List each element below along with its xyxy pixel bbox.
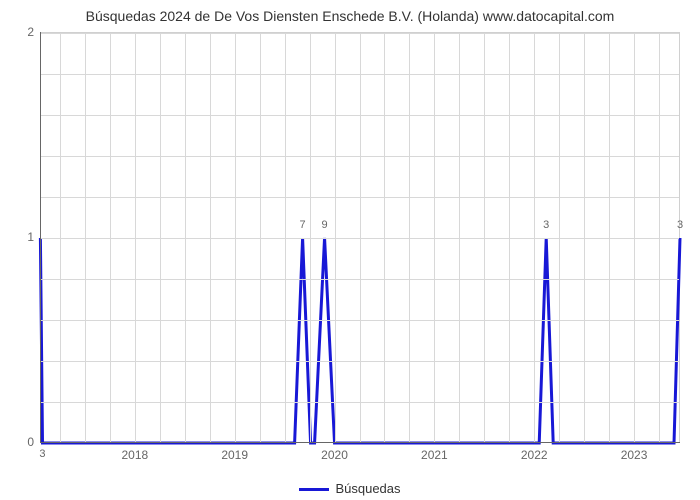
legend: Búsquedas (0, 481, 700, 496)
gridline-v (310, 33, 311, 442)
gridline-v (285, 33, 286, 442)
gridline-v (85, 33, 86, 442)
x-tick-label: 2018 (121, 448, 148, 462)
gridline-v (584, 33, 585, 442)
x-tick-label: 2023 (621, 448, 648, 462)
y-axis (40, 32, 41, 442)
gridline-v (335, 33, 336, 442)
point-label: 9 (321, 219, 327, 231)
gridline-v (235, 33, 236, 442)
x-tick-label: 2019 (221, 448, 248, 462)
gridline-v (509, 33, 510, 442)
gridline-v (210, 33, 211, 442)
gridline-v (459, 33, 460, 442)
gridline-v (634, 33, 635, 442)
point-label: 3 (39, 448, 45, 460)
x-axis (40, 442, 680, 443)
gridline-v (110, 33, 111, 442)
gridline-v (135, 33, 136, 442)
chart-container: Búsquedas 2024 de De Vos Diensten Ensche… (0, 0, 700, 500)
gridline-v (609, 33, 610, 442)
gridline-v (384, 33, 385, 442)
legend-swatch (299, 488, 329, 491)
chart-title: Búsquedas 2024 de De Vos Diensten Ensche… (0, 0, 700, 28)
point-label: 3 (677, 219, 683, 231)
gridline-v (434, 33, 435, 442)
y-tick-label: 1 (0, 230, 34, 244)
gridline-v (484, 33, 485, 442)
x-tick-label: 2021 (421, 448, 448, 462)
x-tick-label: 2020 (321, 448, 348, 462)
gridline-v (409, 33, 410, 442)
gridline-v (185, 33, 186, 442)
legend-label: Búsquedas (335, 481, 400, 496)
point-label: 7 (300, 219, 306, 231)
gridline-v (160, 33, 161, 442)
gridline-v (60, 33, 61, 442)
gridline-v (534, 33, 535, 442)
gridline-v (559, 33, 560, 442)
gridline-v (659, 33, 660, 442)
gridline-v (360, 33, 361, 442)
x-tick-label: 2022 (521, 448, 548, 462)
y-tick-label: 2 (0, 25, 34, 39)
point-label: 3 (543, 219, 549, 231)
plot-area (40, 32, 680, 442)
y-tick-label: 0 (0, 435, 34, 449)
gridline-v (260, 33, 261, 442)
